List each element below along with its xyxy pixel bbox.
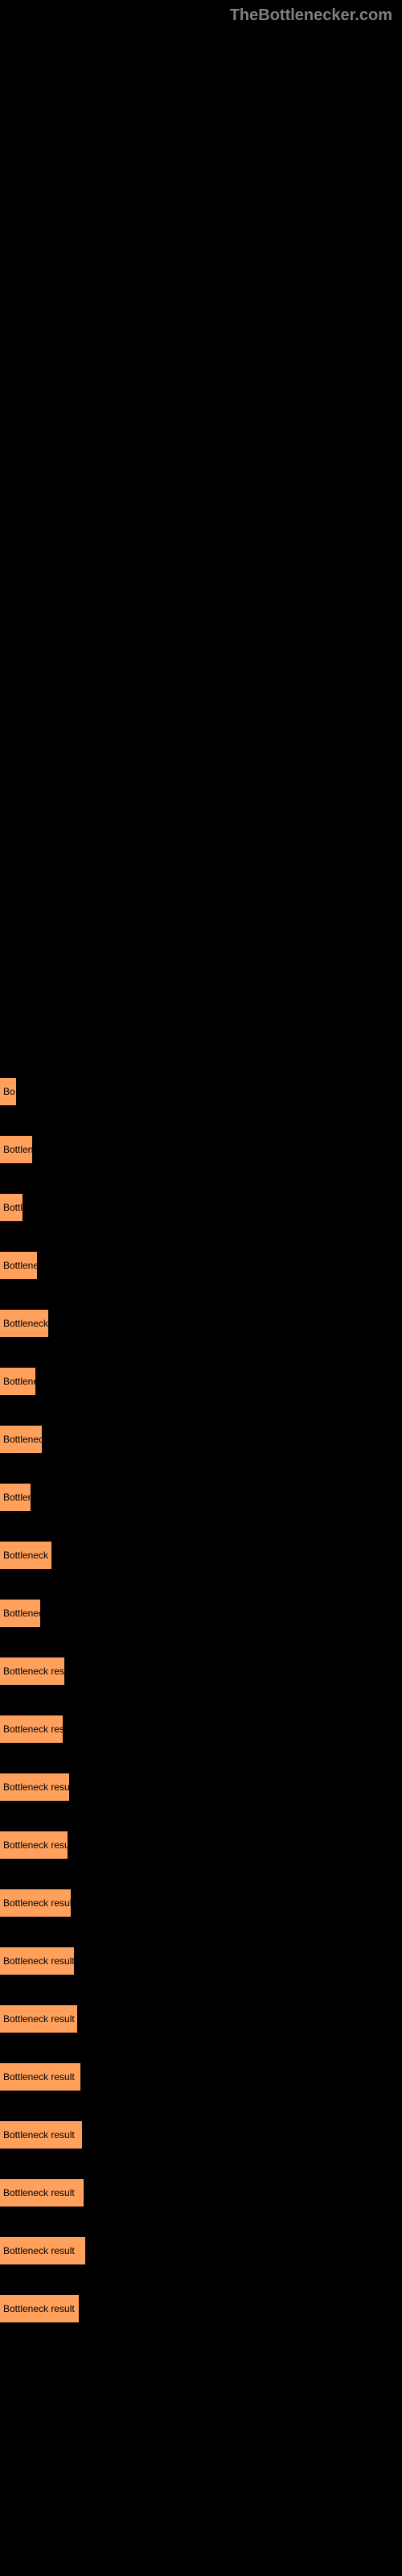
bar: Bottleneck <box>0 1252 37 1279</box>
bar-label: Bottleneck result <box>3 1781 69 1793</box>
bar-row: Bottlene <box>0 1484 402 1511</box>
bar-label: Bottleneck result <box>3 2303 75 2314</box>
bar-label: Bottleneck result <box>3 1839 68 1851</box>
bar-row: Bottleneck <box>0 1252 402 1279</box>
spacer <box>0 31 402 1078</box>
bar-row: Bottleneck result <box>0 2237 402 2264</box>
bar-label: Bottleneck <box>3 1434 42 1445</box>
bar-row: Bottleneck <box>0 1426 402 1453</box>
bar-label: Bottlene <box>3 1492 31 1503</box>
bar: Bottleneck <box>0 1426 42 1453</box>
bar: Bottleneck result <box>0 2063 80 2091</box>
bar-row: Bottleneck result <box>0 1657 402 1685</box>
bar-label: Bo <box>3 1086 15 1097</box>
bar: Bo <box>0 1078 16 1105</box>
bar: Bottleneck re <box>0 1310 48 1337</box>
bar-row: Bottleneck result <box>0 1831 402 1859</box>
bar-label: Bottleneck re <box>3 1318 48 1329</box>
bar-row: Bottlene <box>0 1136 402 1163</box>
bar: Bottleneck result <box>0 2179 84 2207</box>
bar: Bottleneck result <box>0 1715 63 1743</box>
bar-label: Bottleneck <box>3 1608 40 1619</box>
bar-label: Bottleneck result <box>3 1724 63 1735</box>
bar: Bottleneck result <box>0 1947 74 1975</box>
bar-label: Bottleneck result <box>3 1955 74 1967</box>
bar-label: Bottleneck result <box>3 2187 75 2198</box>
bar-label: Bottleneck <box>3 1260 37 1271</box>
bar-label: Bottl <box>3 1202 23 1213</box>
bar-label: Bottleneck result <box>3 2245 75 2256</box>
bar: Bottleneck <box>0 1600 40 1627</box>
bar-label: Bottleneck result <box>3 2129 75 2140</box>
bar-label: Bottleneck result <box>3 1666 64 1677</box>
bar: Bottleneck res <box>0 1542 51 1569</box>
bar: Bottleneck result <box>0 1889 71 1917</box>
bar-row: Bottleneck <box>0 1368 402 1395</box>
bar-row: Bottleneck result <box>0 1715 402 1743</box>
bar-row: Bottleneck result <box>0 2179 402 2207</box>
bar-row: Bottleneck result <box>0 1889 402 1917</box>
bar-row: Bottleneck result <box>0 2121 402 2149</box>
bar-row: Bo <box>0 1078 402 1105</box>
bar: Bottleneck result <box>0 2121 82 2149</box>
bar: Bottlene <box>0 1484 31 1511</box>
bar-row: Bottleneck result <box>0 1947 402 1975</box>
bar-row: Bottleneck result <box>0 1773 402 1801</box>
bar: Bottleneck result <box>0 1657 64 1685</box>
bar-label: Bottleneck result <box>3 1897 71 1909</box>
header: TheBottlenecker.com <box>0 0 402 31</box>
bar: Bottlene <box>0 1136 32 1163</box>
bar: Bottleneck result <box>0 2295 79 2322</box>
bar-row: Bottleneck result <box>0 2005 402 2033</box>
site-name: TheBottlenecker.com <box>230 6 392 24</box>
bar-row: Bottleneck result <box>0 2063 402 2091</box>
bar-label: Bottleneck result <box>3 2013 75 2025</box>
bar-row: Bottleneck re <box>0 1310 402 1337</box>
bar: Bottl <box>0 1194 23 1221</box>
bar-label: Bottleneck result <box>3 2071 75 2083</box>
bar-label: Bottleneck <box>3 1376 35 1387</box>
bar: Bottleneck <box>0 1368 35 1395</box>
bar-row: Bottleneck res <box>0 1542 402 1569</box>
bar-label: Bottleneck res <box>3 1550 51 1561</box>
bar-label: Bottlene <box>3 1144 32 1155</box>
bar: Bottleneck result <box>0 1831 68 1859</box>
bar: Bottleneck result <box>0 2237 85 2264</box>
bar-row: Bottleneck result <box>0 2295 402 2322</box>
bar: Bottleneck result <box>0 1773 69 1801</box>
bar-chart: Bo Bottlene Bottl Bottleneck Bottleneck re Bo… <box>0 1078 402 2322</box>
bar-row: Bottl <box>0 1194 402 1221</box>
bar-row: Bottleneck <box>0 1600 402 1627</box>
bar: Bottleneck result <box>0 2005 77 2033</box>
